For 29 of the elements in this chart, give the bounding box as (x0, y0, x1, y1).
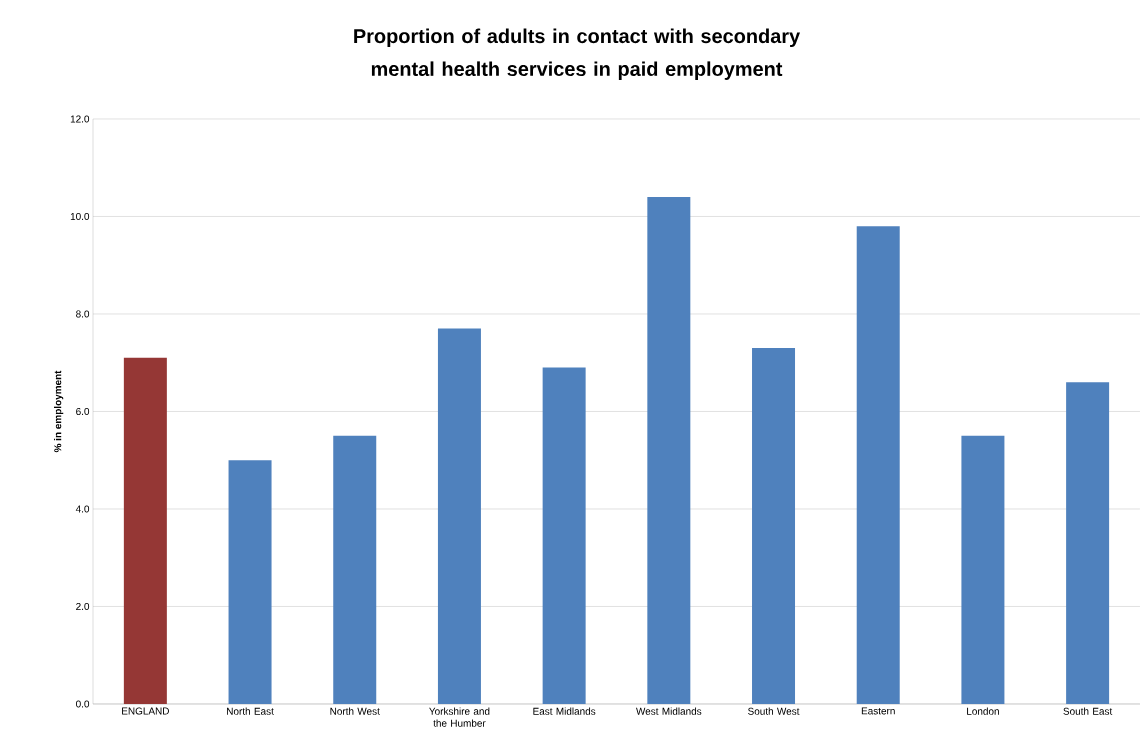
y-tick-label: 6.0 (76, 407, 90, 416)
bar (437, 328, 481, 704)
chart-title: Proportion of adults in contact with secondary mental health services in paid employment (354, 28, 801, 80)
x-tick-label: North East (227, 707, 274, 715)
x-tick-label: Eastern (861, 707, 895, 715)
y-tick-label: 0.0 (76, 700, 90, 708)
x-tick-label: London (967, 707, 999, 715)
bar (856, 226, 900, 704)
x-tick-label: Yorkshire and the Humber (429, 707, 490, 727)
y-tick-label: 12.0 (70, 115, 90, 123)
x-tick-label: South West (748, 707, 800, 715)
y-tick-label: 4.0 (75, 505, 90, 513)
y-tick-label: 10.0 (70, 212, 90, 221)
bar (752, 348, 796, 704)
y-tick-label: 8.0 (76, 310, 90, 318)
bar (228, 460, 272, 704)
bar (1066, 382, 1110, 704)
y-tick-label: 2.0 (76, 602, 90, 611)
bar (123, 357, 167, 704)
bar (647, 196, 691, 704)
bar (542, 367, 586, 704)
x-tick-label: North West (330, 707, 380, 715)
x-tick-label: East Midlands (533, 707, 596, 715)
x-tick-label: ENGLAND (122, 707, 169, 715)
x-tick-label: West Midlands (636, 707, 702, 715)
y-axis-title: % in employment (53, 370, 64, 453)
bar (961, 435, 1005, 704)
x-tick-label: South East (1063, 707, 1113, 715)
bar (333, 435, 377, 704)
